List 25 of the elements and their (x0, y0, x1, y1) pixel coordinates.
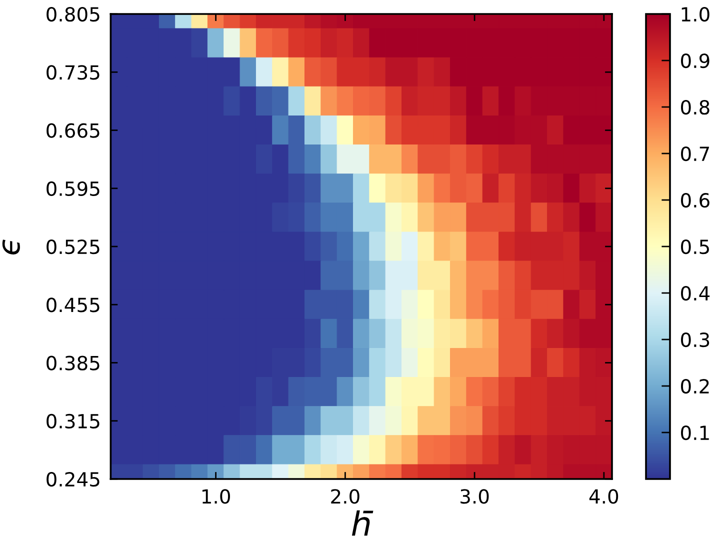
color-bar-label: 0.4 (681, 286, 710, 301)
x-tick-label: 2.0 (331, 489, 360, 504)
y-tick-label: 0.385 (46, 356, 100, 370)
x-tick-label: 4.0 (589, 489, 618, 504)
y-tick-label: 0.245 (46, 472, 100, 487)
x-axis-title: h̄ (352, 510, 374, 536)
y-tick-label: 0.595 (46, 181, 100, 196)
y-tick-label: 0.455 (46, 298, 100, 312)
x-tick-label: 1.0 (202, 489, 230, 504)
y-tick-label: 0.315 (46, 414, 100, 429)
color-bar-label: 0.3 (681, 332, 710, 348)
y-tick-label: 0.805 (46, 6, 100, 22)
color-bar-label: 0.6 (681, 192, 710, 208)
color-bar-label: 0.1 (681, 425, 709, 440)
y-axis-title: ϵ (2, 240, 20, 254)
color-bar-label: 0.2 (681, 378, 709, 394)
color-bar-label: 0.5 (681, 239, 709, 254)
color-bar-label: 0.7 (681, 146, 709, 162)
y-tick-label: 0.665 (46, 123, 100, 138)
color-bar-label: 1.0 (682, 6, 710, 22)
color-bar-label: 0.9 (681, 53, 710, 68)
y-tick-label: 0.525 (46, 239, 100, 254)
y-tick-label: 0.735 (46, 65, 100, 80)
color-bar-label: 0.8 (681, 100, 710, 115)
x-tick-label: 3.0 (460, 489, 489, 504)
